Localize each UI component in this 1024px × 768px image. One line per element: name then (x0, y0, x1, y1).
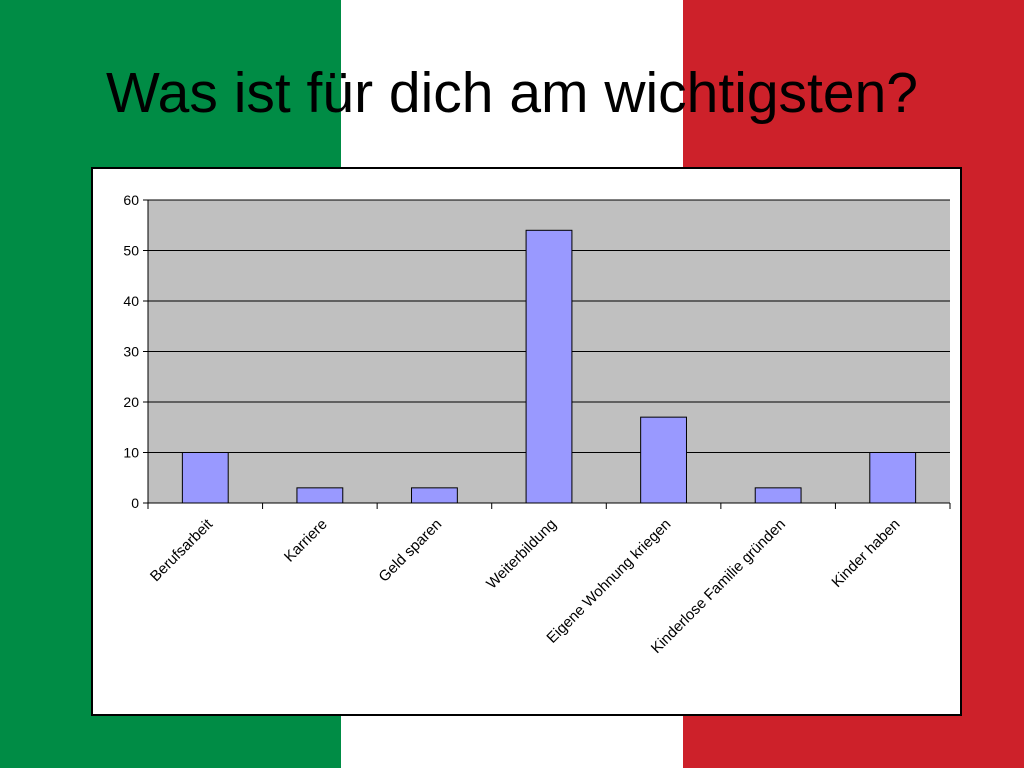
bar (296, 487, 344, 504)
y-tick-label: 40 (123, 293, 139, 309)
y-tick-label: 10 (123, 445, 139, 461)
y-tick-label: 20 (123, 394, 139, 410)
bar (525, 229, 573, 504)
y-tick-label: 0 (131, 495, 139, 511)
bar (411, 487, 458, 504)
slide-title: Was ist für dich am wichtigsten? (106, 61, 918, 125)
bar (181, 452, 229, 504)
y-tick-label: 60 (123, 192, 139, 208)
x-category-label: Kinderlose Familie gründen (648, 516, 789, 657)
bar (640, 416, 687, 504)
x-category-label: Eigene Wohnung kriegen (543, 516, 674, 647)
x-category-label: Kinder haben (828, 516, 903, 591)
x-category-label: Berufsarbeit (147, 515, 217, 585)
x-category-label: Karriere (281, 516, 331, 566)
bar (869, 452, 917, 504)
bar-chart: 0 10 20 30 40 50 60 Berufsarbeit Karriere Geld sp… (123, 192, 951, 657)
y-tick-label: 50 (123, 243, 139, 259)
chart-container: 0 10 20 30 40 50 60 Berufsarbeit Karriere Geld sp… (91, 167, 962, 716)
x-category-label: Weiterbildung (483, 516, 560, 593)
y-tick-label: 30 (123, 344, 139, 360)
x-category-label: Geld sparen (375, 516, 445, 586)
bar (754, 487, 802, 504)
